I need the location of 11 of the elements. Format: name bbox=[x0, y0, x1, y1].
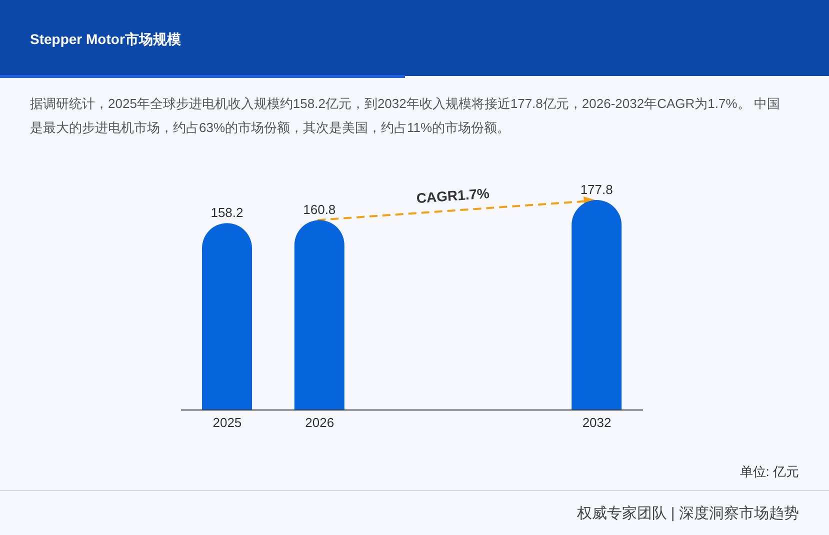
chart-title: Stepper Motor市场规模 bbox=[30, 31, 181, 49]
x-tick-label: 2026 bbox=[305, 415, 334, 430]
x-tick-label: 2025 bbox=[212, 415, 242, 430]
x-tick-label: 2032 bbox=[582, 415, 612, 430]
text: 权威专家团队 | 深度洞察市场趋势 bbox=[576, 504, 799, 523]
annotation: CAGR1.7% bbox=[416, 184, 490, 206]
data-label: 158.2 bbox=[210, 205, 244, 220]
data-label: 177.8 bbox=[580, 182, 613, 197]
text: 单位: 亿元 bbox=[740, 463, 799, 481]
chart-subtitle: 据调研统计，2025年全球步进电机收入规模约158.2亿元，到2032年收入规模将接近177.8亿元，2026-2032年CAGR为1.7%。 中国是最大的步进电机市场，约占63%的市场份额，其次是美国，约占11%的市场份额。 bbox=[30, 95, 781, 137]
data-label: 160.8 bbox=[303, 202, 336, 218]
